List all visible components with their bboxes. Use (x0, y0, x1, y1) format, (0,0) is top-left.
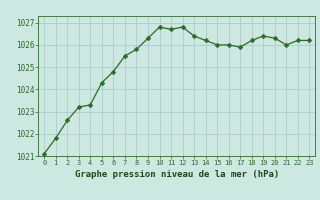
X-axis label: Graphe pression niveau de la mer (hPa): Graphe pression niveau de la mer (hPa) (75, 170, 279, 179)
